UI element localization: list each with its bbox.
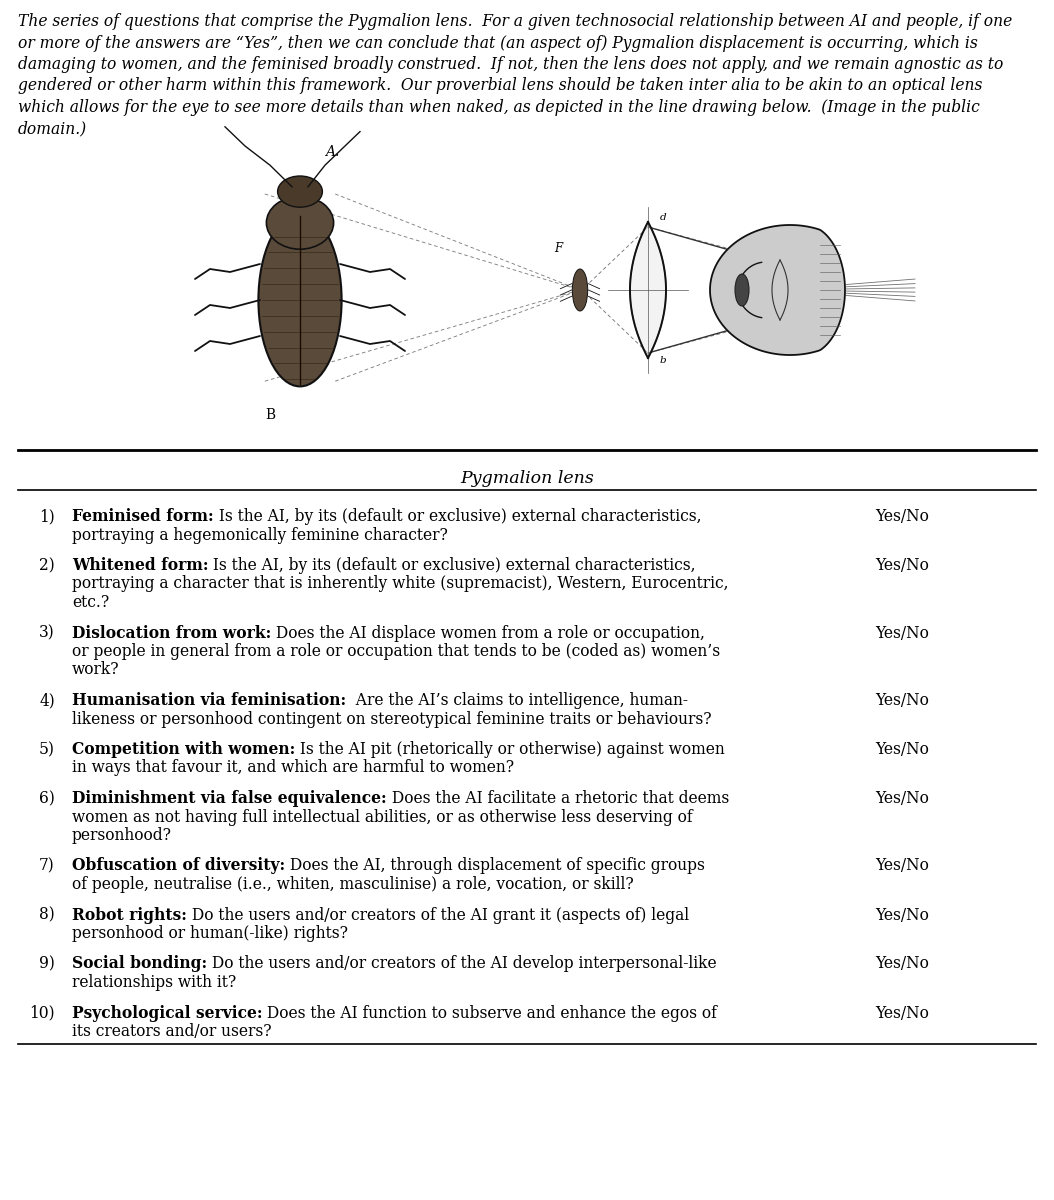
- Text: domain.): domain.): [18, 120, 87, 138]
- Text: Do the users and/or creators of the AI develop interpersonal-like: Do the users and/or creators of the AI d…: [208, 955, 717, 972]
- Ellipse shape: [572, 269, 588, 311]
- Ellipse shape: [267, 197, 334, 250]
- Text: Does the AI displace women from a role or occupation,: Does the AI displace women from a role o…: [271, 624, 705, 642]
- Ellipse shape: [258, 214, 341, 386]
- Polygon shape: [630, 222, 666, 358]
- Text: likeness or personhood contingent on stereotypical feminine traits or behaviours: likeness or personhood contingent on ste…: [72, 710, 711, 727]
- Text: 9): 9): [39, 955, 55, 972]
- Text: Yes/No: Yes/No: [875, 955, 929, 972]
- Ellipse shape: [277, 176, 323, 208]
- Text: Yes/No: Yes/No: [875, 790, 929, 806]
- Text: The series of questions that comprise the Pygmalion lens.  For a given technosoc: The series of questions that comprise th…: [18, 13, 1012, 30]
- Text: Robot rights:: Robot rights:: [72, 906, 187, 924]
- Text: Is the AI pit (rhetorically or otherwise) against women: Is the AI pit (rhetorically or otherwise…: [295, 740, 725, 758]
- Text: its creators and/or users?: its creators and/or users?: [72, 1022, 272, 1040]
- Text: 5): 5): [39, 740, 55, 758]
- Text: or more of the answers are “Yes”, then we can conclude that (an aspect of) Pygma: or more of the answers are “Yes”, then w…: [18, 35, 978, 52]
- Text: which allows for the eye to see more details than when naked, as depicted in the: which allows for the eye to see more det…: [18, 98, 980, 116]
- Text: Humanisation via feminisation:: Humanisation via feminisation:: [72, 692, 346, 709]
- Text: Yes/No: Yes/No: [875, 508, 929, 526]
- Text: of people, neutralise (i.e., whiten, masculinise) a role, vocation, or skill?: of people, neutralise (i.e., whiten, mas…: [72, 876, 633, 893]
- Text: b: b: [660, 356, 666, 365]
- Text: Feminised form:: Feminised form:: [72, 508, 214, 526]
- Text: Does the AI facilitate a rhetoric that deems: Does the AI facilitate a rhetoric that d…: [387, 790, 729, 806]
- Text: Yes/No: Yes/No: [875, 692, 929, 709]
- Text: 10): 10): [30, 1004, 55, 1021]
- Text: Yes/No: Yes/No: [875, 858, 929, 875]
- Text: 4): 4): [39, 692, 55, 709]
- Text: 6): 6): [39, 790, 55, 806]
- Text: women as not having full intellectual abilities, or as otherwise less deserving : women as not having full intellectual ab…: [72, 809, 692, 826]
- Text: Yes/No: Yes/No: [875, 557, 929, 574]
- Text: Is the AI, by its (default or exclusive) external characteristics,: Is the AI, by its (default or exclusive)…: [209, 557, 696, 574]
- Text: Is the AI, by its (default or exclusive) external characteristics,: Is the AI, by its (default or exclusive)…: [214, 508, 701, 526]
- Text: personhood or human(-like) rights?: personhood or human(-like) rights?: [72, 925, 348, 942]
- Text: Does the AI function to subserve and enhance the egos of: Does the AI function to subserve and enh…: [262, 1004, 718, 1021]
- Text: damaging to women, and the feminised broadly construed.  If not, then the lens d: damaging to women, and the feminised bro…: [18, 56, 1003, 73]
- Text: Yes/No: Yes/No: [875, 740, 929, 758]
- Text: B: B: [265, 408, 275, 422]
- Text: Whitened form:: Whitened form:: [72, 557, 209, 574]
- Text: Psychological service:: Psychological service:: [72, 1004, 262, 1021]
- Text: Yes/No: Yes/No: [875, 624, 929, 642]
- Text: Does the AI, through displacement of specific groups: Does the AI, through displacement of spe…: [286, 858, 705, 875]
- Text: 8): 8): [39, 906, 55, 924]
- Text: Obfuscation of diversity:: Obfuscation of diversity:: [72, 858, 286, 875]
- Text: Yes/No: Yes/No: [875, 1004, 929, 1021]
- Text: personhood?: personhood?: [72, 827, 172, 844]
- Polygon shape: [710, 226, 845, 355]
- Text: Dislocation from work:: Dislocation from work:: [72, 624, 271, 642]
- Text: 3): 3): [39, 624, 55, 642]
- Text: etc.?: etc.?: [72, 594, 110, 611]
- Text: Diminishment via false equivalence:: Diminishment via false equivalence:: [72, 790, 387, 806]
- Text: 2): 2): [39, 557, 55, 574]
- Text: Yes/No: Yes/No: [875, 906, 929, 924]
- Text: Competition with women:: Competition with women:: [72, 740, 295, 758]
- Text: Do the users and/or creators of the AI grant it (aspects of) legal: Do the users and/or creators of the AI g…: [187, 906, 689, 924]
- Ellipse shape: [735, 274, 749, 306]
- Text: Are the AI’s claims to intelligence, human-: Are the AI’s claims to intelligence, hum…: [346, 692, 688, 709]
- Text: relationships with it?: relationships with it?: [72, 974, 236, 991]
- Text: Pygmalion lens: Pygmalion lens: [461, 470, 593, 487]
- Text: portraying a hegemonically feminine character?: portraying a hegemonically feminine char…: [72, 527, 448, 544]
- Text: work?: work?: [72, 661, 119, 678]
- Text: portraying a character that is inherently white (supremacist), Western, Eurocent: portraying a character that is inherentl…: [72, 576, 728, 593]
- Text: A.: A.: [325, 145, 339, 158]
- Text: in ways that favour it, and which are harmful to women?: in ways that favour it, and which are ha…: [72, 760, 514, 776]
- Text: 1): 1): [39, 508, 55, 526]
- Text: d: d: [660, 214, 666, 222]
- Text: or people in general from a role or occupation that tends to be (coded as) women: or people in general from a role or occu…: [72, 643, 720, 660]
- Text: Social bonding:: Social bonding:: [72, 955, 208, 972]
- Text: gendered or other harm within this framework.  Our proverbial lens should be tak: gendered or other harm within this frame…: [18, 78, 982, 95]
- Text: 7): 7): [39, 858, 55, 875]
- Text: F: F: [554, 242, 562, 254]
